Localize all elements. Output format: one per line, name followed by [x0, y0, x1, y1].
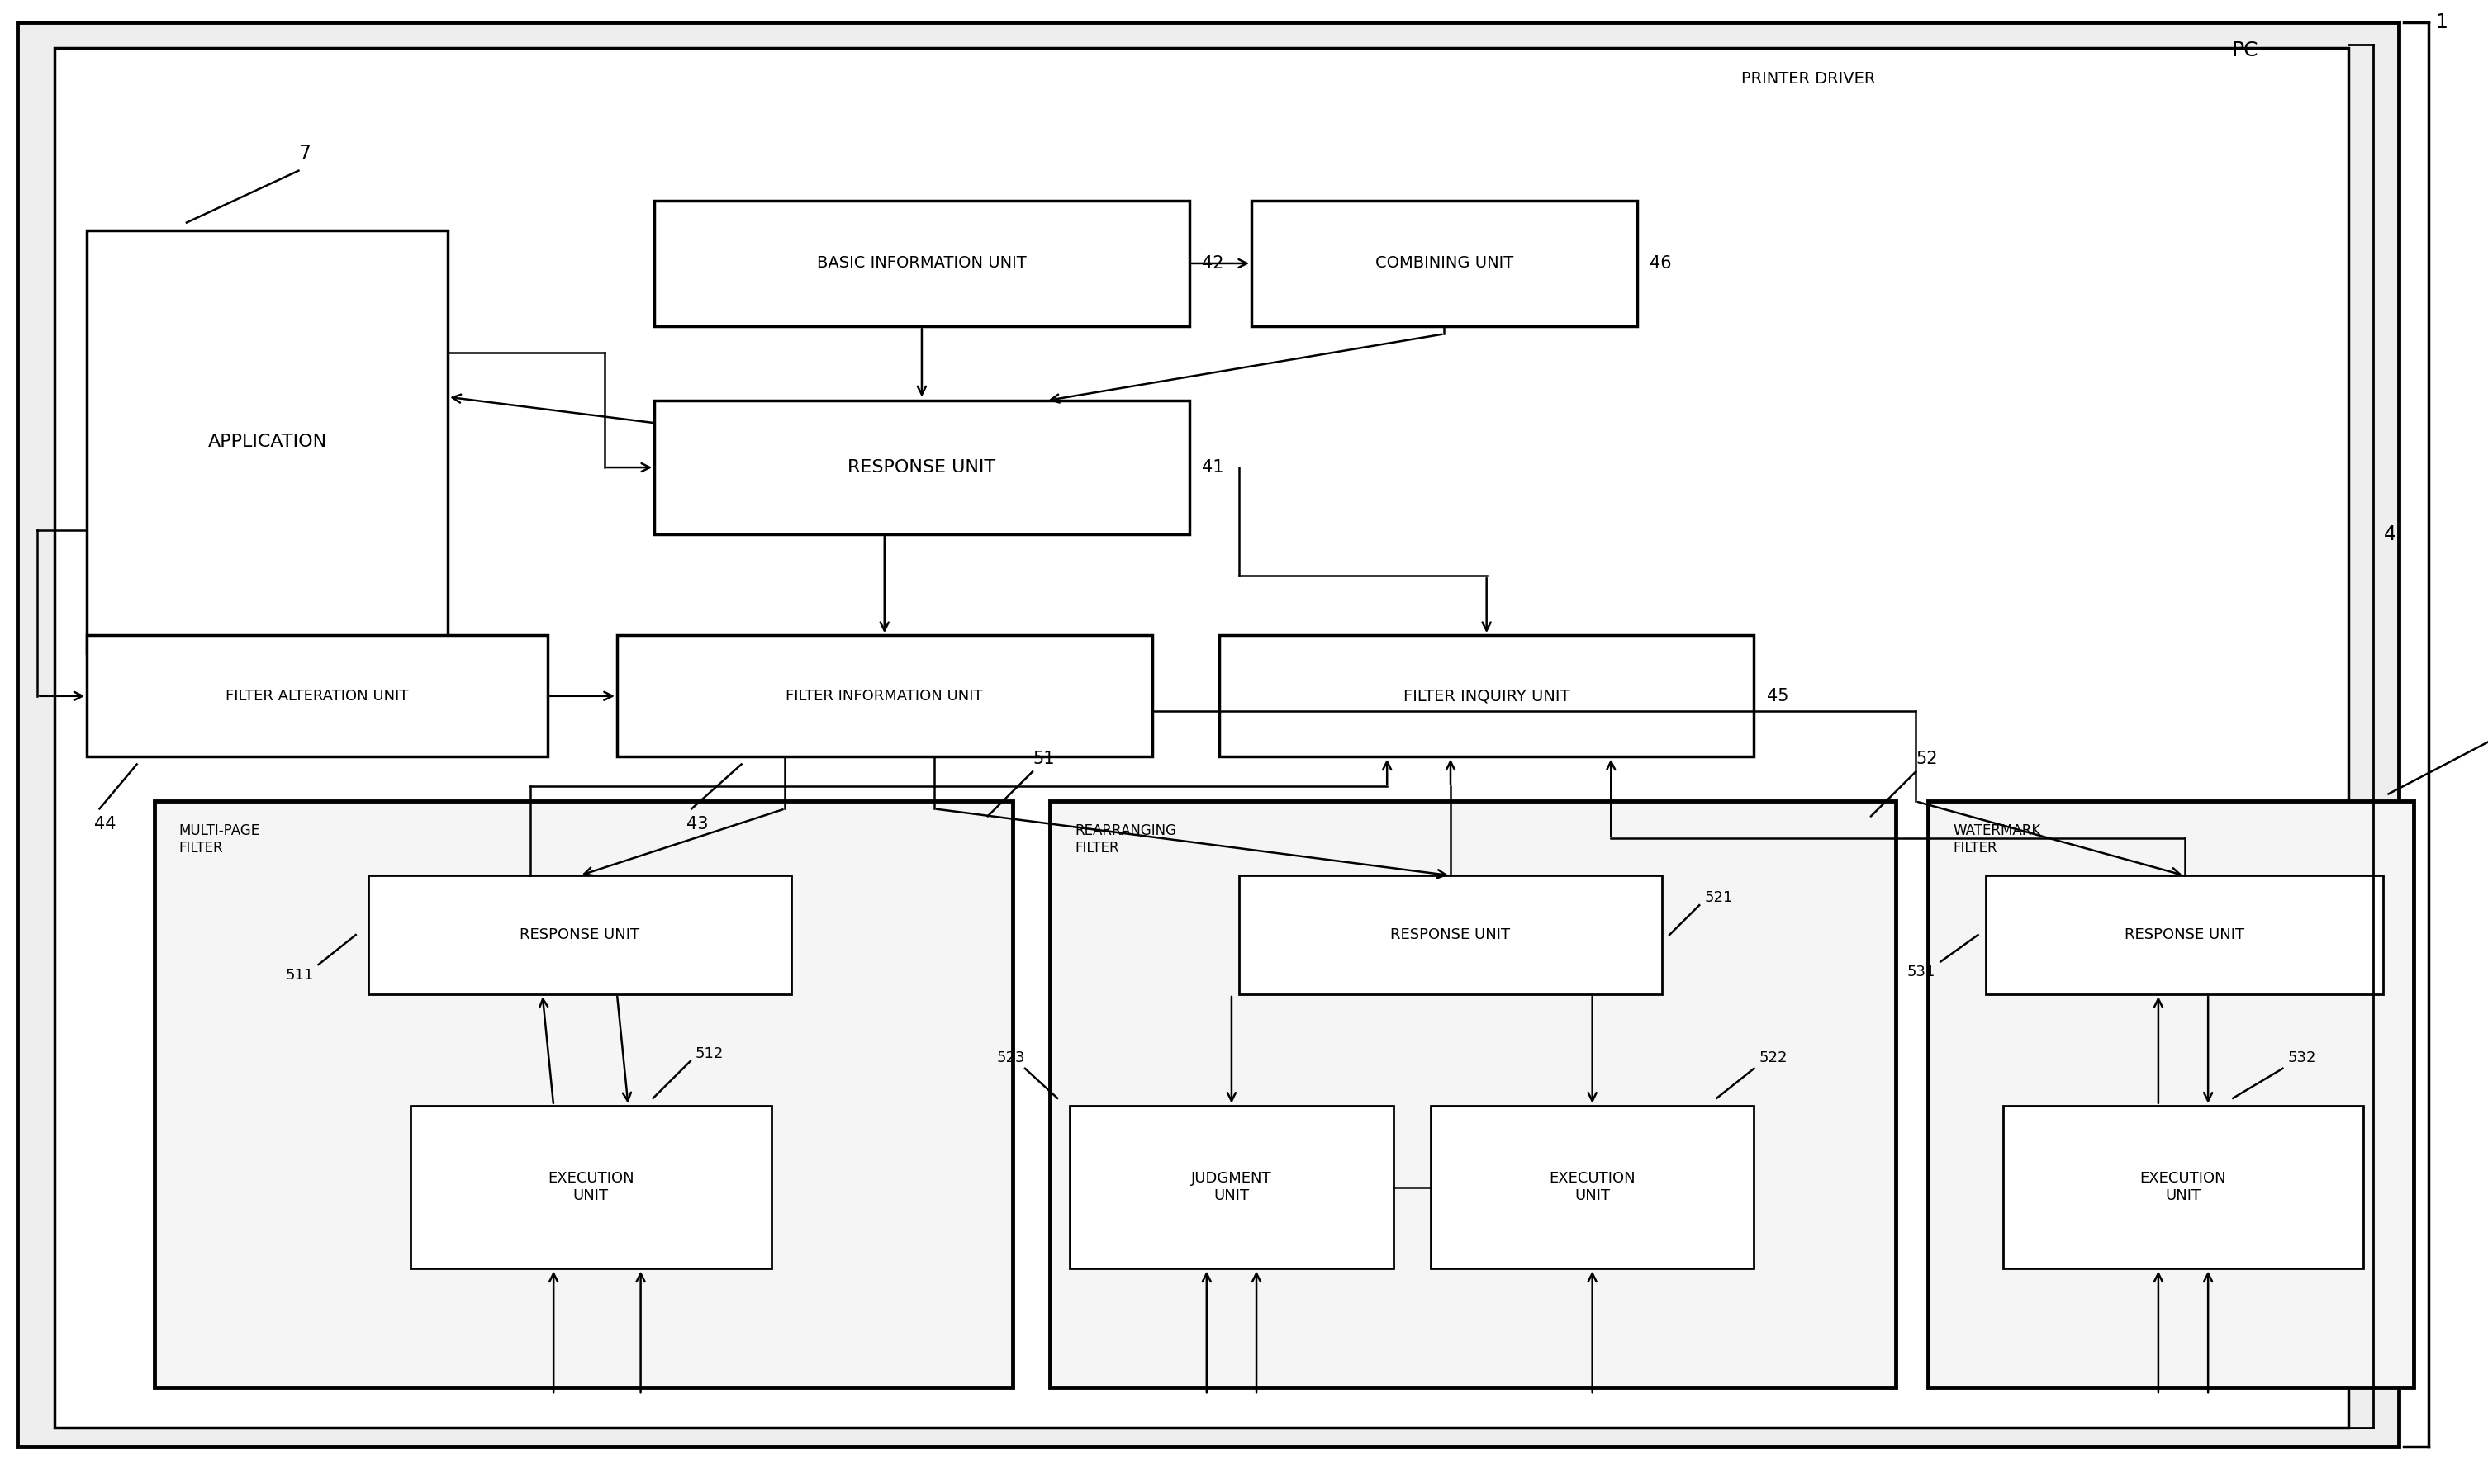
Text: RESPONSE UNIT: RESPONSE UNIT: [1391, 928, 1510, 942]
Text: 46: 46: [1650, 255, 1672, 272]
Text: 1: 1: [2436, 12, 2448, 33]
Text: 41: 41: [1202, 459, 1224, 476]
Bar: [87, 230, 448, 653]
Text: 52: 52: [1916, 751, 1938, 767]
Text: PC: PC: [2232, 40, 2259, 61]
Bar: [1251, 200, 1637, 326]
Text: 531: 531: [1908, 965, 1936, 979]
Bar: [1070, 1106, 1393, 1269]
Bar: [654, 200, 1189, 326]
Text: REARRANGING
FILTER: REARRANGING FILTER: [1075, 824, 1177, 856]
Bar: [1050, 801, 1896, 1388]
Text: RESPONSE UNIT: RESPONSE UNIT: [848, 459, 995, 476]
Bar: [368, 876, 791, 994]
Text: RESPONSE UNIT: RESPONSE UNIT: [520, 928, 639, 942]
Text: FILTER INFORMATION UNIT: FILTER INFORMATION UNIT: [786, 689, 983, 703]
Text: 512: 512: [694, 1046, 724, 1061]
Bar: [411, 1106, 771, 1269]
Text: 523: 523: [998, 1051, 1025, 1066]
Text: FILTER INQUIRY UNIT: FILTER INQUIRY UNIT: [1403, 689, 1570, 703]
Text: 51: 51: [1033, 751, 1055, 767]
Text: APPLICATION: APPLICATION: [209, 433, 326, 450]
Bar: [1239, 876, 1662, 994]
Bar: [154, 801, 1013, 1388]
Text: 45: 45: [1766, 687, 1789, 705]
Text: 511: 511: [286, 968, 313, 982]
Text: WATERMARK
FILTER: WATERMARK FILTER: [1953, 824, 2040, 856]
Text: 43: 43: [687, 816, 709, 833]
Text: 522: 522: [1759, 1051, 1786, 1066]
Text: EXECUTION
UNIT: EXECUTION UNIT: [2140, 1171, 2227, 1204]
Text: BASIC INFORMATION UNIT: BASIC INFORMATION UNIT: [816, 255, 1028, 272]
Text: 521: 521: [1704, 890, 1732, 905]
Text: 44: 44: [95, 816, 117, 833]
Bar: [1928, 801, 2413, 1388]
Text: 532: 532: [2289, 1051, 2316, 1066]
Bar: [1985, 876, 2384, 994]
Bar: [87, 635, 547, 757]
Bar: [654, 401, 1189, 534]
Text: 7: 7: [299, 144, 311, 163]
Bar: [1431, 1106, 1754, 1269]
Text: MULTI-PAGE
FILTER: MULTI-PAGE FILTER: [179, 824, 261, 856]
Bar: [2003, 1106, 2364, 1269]
Text: RESPONSE UNIT: RESPONSE UNIT: [2125, 928, 2244, 942]
Text: 42: 42: [1202, 255, 1224, 272]
Text: FILTER ALTERATION UNIT: FILTER ALTERATION UNIT: [226, 689, 408, 703]
Bar: [1219, 635, 1754, 757]
Text: 4: 4: [2384, 524, 2396, 545]
Text: JUDGMENT
UNIT: JUDGMENT UNIT: [1192, 1171, 1271, 1204]
Text: EXECUTION
UNIT: EXECUTION UNIT: [1550, 1171, 1635, 1204]
Text: PRINTER DRIVER: PRINTER DRIVER: [1742, 71, 1876, 86]
Bar: [617, 635, 1152, 757]
Text: EXECUTION
UNIT: EXECUTION UNIT: [547, 1171, 634, 1204]
Text: COMBINING UNIT: COMBINING UNIT: [1376, 255, 1513, 272]
